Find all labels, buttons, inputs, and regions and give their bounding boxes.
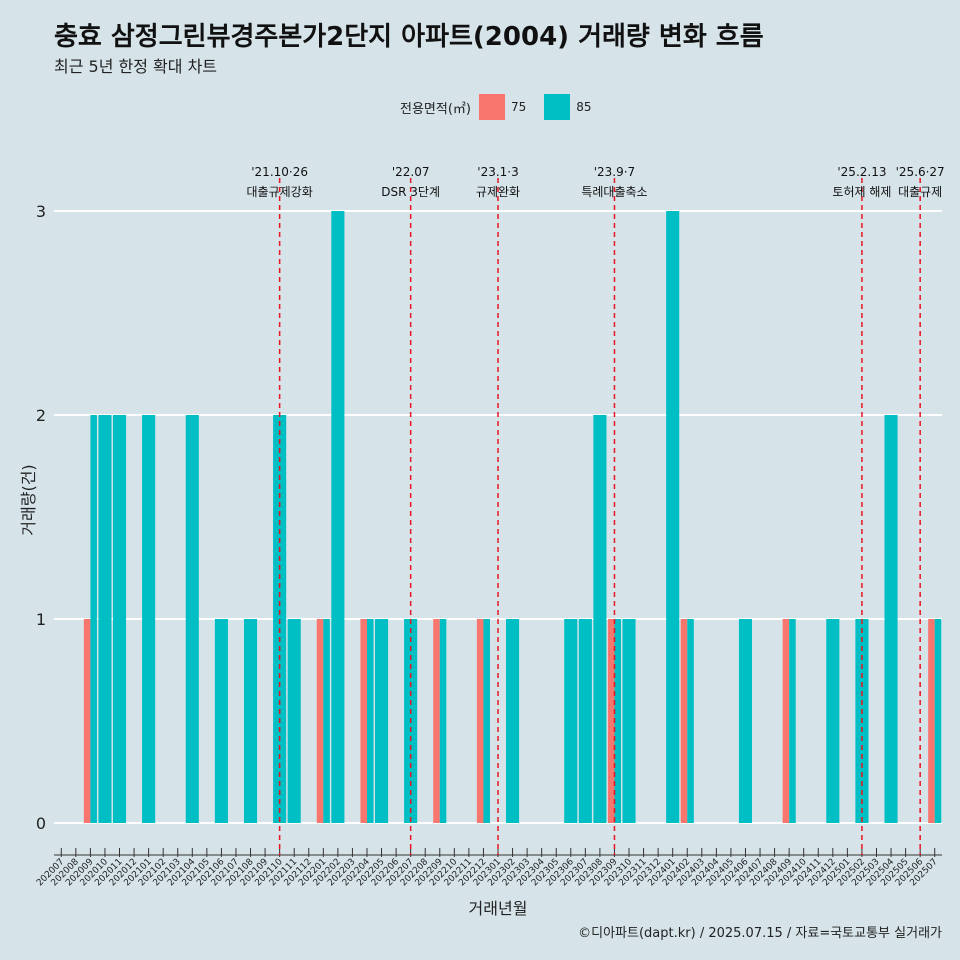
bars xyxy=(83,211,942,823)
y-axis-label: 거래량(건) xyxy=(19,464,38,535)
event-date: '25.2.13 xyxy=(837,165,886,179)
legend-title: 전용면적(㎡) xyxy=(400,101,471,117)
event-label: 규제완화 xyxy=(476,185,520,199)
bar-85-202201 xyxy=(323,619,330,823)
bar-75-202201 xyxy=(316,619,324,823)
bar-75-202204 xyxy=(360,619,367,823)
bar-75-202212 xyxy=(476,619,484,823)
event-date: '22.07 xyxy=(392,165,430,179)
bar-85-202310 xyxy=(622,619,636,823)
bar-75-202209 xyxy=(433,619,440,823)
bar-85-202302 xyxy=(506,619,520,823)
bar-75-202309 xyxy=(607,619,615,823)
bar-85-202307 xyxy=(578,619,592,823)
event-label: 대출규제강화 xyxy=(247,185,313,199)
bar-85-202104 xyxy=(185,415,199,823)
bar-85-202409 xyxy=(789,619,796,823)
event-label: 특례대출축소 xyxy=(581,185,647,199)
event-date: '21.10·26 xyxy=(251,165,308,179)
bar-85-202009 xyxy=(90,415,97,823)
bar-85-202412 xyxy=(826,619,840,823)
bar-85-202507 xyxy=(934,619,942,823)
legend-key-75 xyxy=(478,94,505,120)
bar-85-202202 xyxy=(331,211,345,823)
chart-title: 충효 삼정그린뷰경주본가2단지 아파트(2004) 거래량 변화 흐름 xyxy=(54,22,764,52)
bar-85-202010 xyxy=(98,415,112,823)
event-label: DSR 3단계 xyxy=(381,185,440,199)
bar-85-202402 xyxy=(687,619,694,823)
source-caption: ©디아파트(dapt.kr) / 2025.07.15 / 자료=국토교통부 실… xyxy=(578,926,942,941)
y-tick-label: 1 xyxy=(36,610,46,629)
bar-85-202108 xyxy=(243,619,258,823)
bar-85-202209 xyxy=(439,619,447,823)
event-label: 토허제 해제 xyxy=(832,185,891,199)
x-axis: 2020072020082020092020102020112020122021… xyxy=(35,848,942,888)
y-tick-label: 3 xyxy=(36,202,46,221)
event-date: '23.1·3 xyxy=(477,165,518,179)
event-date: '23.9·7 xyxy=(594,165,635,179)
y-tick-label: 2 xyxy=(36,406,46,425)
bar-75-202409 xyxy=(782,619,790,823)
bar-85-202101 xyxy=(142,415,156,823)
bar-85-202504 xyxy=(884,415,898,823)
event-date: '25.6·27 xyxy=(896,165,945,179)
bar-85-202205 xyxy=(374,619,389,823)
bar-85-202401 xyxy=(666,211,680,823)
bar-75-202402 xyxy=(680,619,688,823)
legend-key-85 xyxy=(544,94,571,120)
chart-subtitle: 최근 5년 한정 확대 차트 xyxy=(54,57,218,76)
bar-85-202204 xyxy=(366,619,374,823)
y-tick-label: 0 xyxy=(36,814,46,833)
bar-85-202309 xyxy=(614,619,622,823)
event-annotations: '21.10·26 대출규제강화 '22.07 DSR 3단계 '23.1·3 규제완화 '… xyxy=(247,165,945,855)
bar-85-202011 xyxy=(112,415,127,823)
bar-85-202308 xyxy=(593,415,607,823)
legend: 전용면적(㎡) 75 85 xyxy=(400,94,602,120)
bar-85-202406 xyxy=(738,619,753,823)
bar-75-202009 xyxy=(83,619,91,823)
legend-label-75: 75 xyxy=(510,100,527,114)
bar-85-202212 xyxy=(483,619,490,823)
legend-label-85: 85 xyxy=(576,100,592,114)
bar-85-202306 xyxy=(564,619,578,823)
bar-75-202507 xyxy=(928,619,935,823)
event-label: 대출규제 xyxy=(898,185,942,199)
bar-85-202106 xyxy=(214,619,228,823)
bar-85-202111 xyxy=(287,619,301,823)
x-axis-label: 거래년월 xyxy=(469,899,528,918)
